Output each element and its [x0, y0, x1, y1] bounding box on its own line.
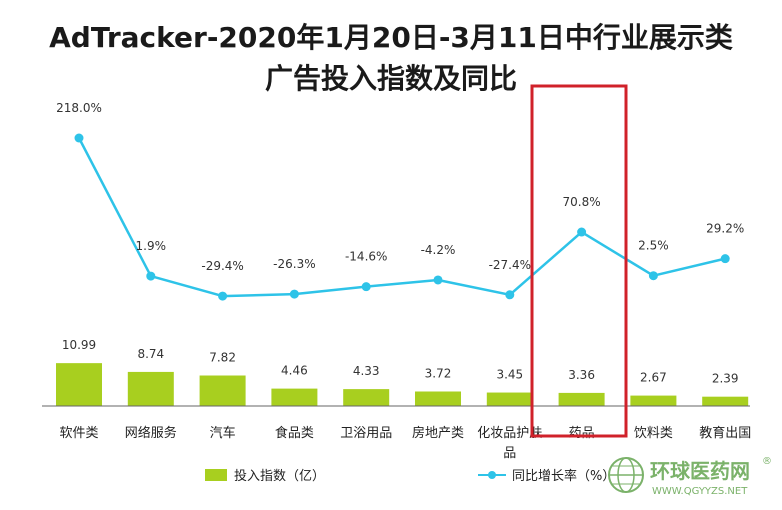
- category-label: 食品类: [275, 425, 314, 441]
- point-label: -14.6%: [345, 250, 387, 264]
- bar-教育出国: [702, 396, 749, 406]
- bar-series: [56, 363, 749, 406]
- category-label: 药品: [569, 426, 595, 441]
- point-教育出国: [720, 254, 730, 264]
- watermark-mark: ®: [762, 456, 772, 467]
- bar-label: 10.99: [62, 338, 96, 352]
- category-label: 汽车: [210, 425, 236, 441]
- point-房地产类: [433, 275, 443, 285]
- bar-卫浴用品: [343, 389, 390, 406]
- legend-line-marker: [488, 471, 496, 479]
- bar-data-labels: 10.99 8.74 7.82 4.46 4.33 3.72 3.45 3.36 2.67 2.3…: [62, 338, 739, 386]
- watermark-url: WWW.QGYYZS.NET: [652, 486, 748, 497]
- bar-label: 7.82: [209, 351, 236, 365]
- point-网络服务: [146, 271, 156, 281]
- bar-药品: [558, 392, 605, 406]
- line-data-labels: 218.0% 1.9% -29.4% -26.3% -14.6% -4.2% -27.4% 7…: [56, 101, 744, 273]
- bar-房地产类: [415, 391, 461, 406]
- bar-饮料类: [630, 395, 677, 406]
- bar-label: 3.45: [496, 368, 523, 382]
- point-label: -29.4%: [201, 259, 243, 273]
- bar-label: 4.46: [281, 364, 308, 378]
- point-软件类: [74, 133, 84, 143]
- legend-line-label: 同比增长率（%）: [512, 468, 615, 484]
- point-食品类: [289, 289, 299, 299]
- legend-bar-label: 投入指数（亿）: [234, 468, 325, 484]
- category-axis-labels: 软件类 网络服务 汽车 食品类 卫浴用品 房地产类 化妆品护肤品 药品 饮料类 教育出国: [59, 425, 751, 461]
- point-卫浴用品: [361, 282, 371, 292]
- bar-软件类: [56, 363, 102, 406]
- category-label: 教育出国: [699, 425, 751, 441]
- legend: 投入指数（亿） 同比增长率（%）: [205, 468, 615, 484]
- bar-label: 2.39: [712, 372, 739, 386]
- point-汽车: [218, 291, 228, 301]
- point-label: -27.4%: [489, 258, 531, 272]
- bar-label: 8.74: [137, 347, 164, 361]
- bar-label: 3.36: [568, 368, 595, 382]
- highlight-box: [530, 84, 628, 438]
- line-series: [74, 133, 730, 301]
- globe-logo-icon: [608, 457, 644, 493]
- chart-title-line2: 广告投入指数及同比: [265, 62, 517, 95]
- point-label: 1.9%: [136, 239, 167, 253]
- bar-label: 2.67: [640, 371, 667, 385]
- bar-汽车: [199, 375, 246, 406]
- category-label: 卫浴用品: [340, 426, 392, 441]
- category-label: 房地产类: [412, 425, 464, 441]
- point-label: 70.8%: [563, 195, 601, 209]
- point-饮料类: [648, 271, 658, 281]
- growth-line: [77, 137, 726, 298]
- point-药品: [577, 227, 587, 237]
- category-label: 化妆品护肤品: [477, 426, 542, 461]
- bar-label: 4.33: [353, 364, 380, 378]
- bar-食品类: [271, 388, 318, 406]
- category-label: 软件类: [59, 426, 98, 441]
- category-label: 饮料类: [634, 426, 673, 441]
- point-label: -26.3%: [273, 257, 315, 271]
- chart-title-line1: AdTracker-2020年1月20日-3月11日中行业展示类: [49, 21, 733, 54]
- legend-bar-swatch: [205, 469, 227, 481]
- point-label: 2.5%: [638, 239, 669, 253]
- bar-网络服务: [127, 371, 174, 406]
- watermark: 环球医药网 ® WWW.QGYYZS.NET: [608, 456, 772, 497]
- category-label: 网络服务: [125, 425, 177, 441]
- point-label: 29.2%: [706, 222, 744, 236]
- point-化妆品护肤品: [505, 290, 515, 300]
- point-label: 218.0%: [56, 101, 102, 115]
- bar-label: 3.72: [425, 366, 452, 380]
- point-label: -4.2%: [421, 243, 456, 257]
- bar-化妆品护肤品: [486, 392, 533, 406]
- watermark-text: 环球医药网: [650, 459, 750, 483]
